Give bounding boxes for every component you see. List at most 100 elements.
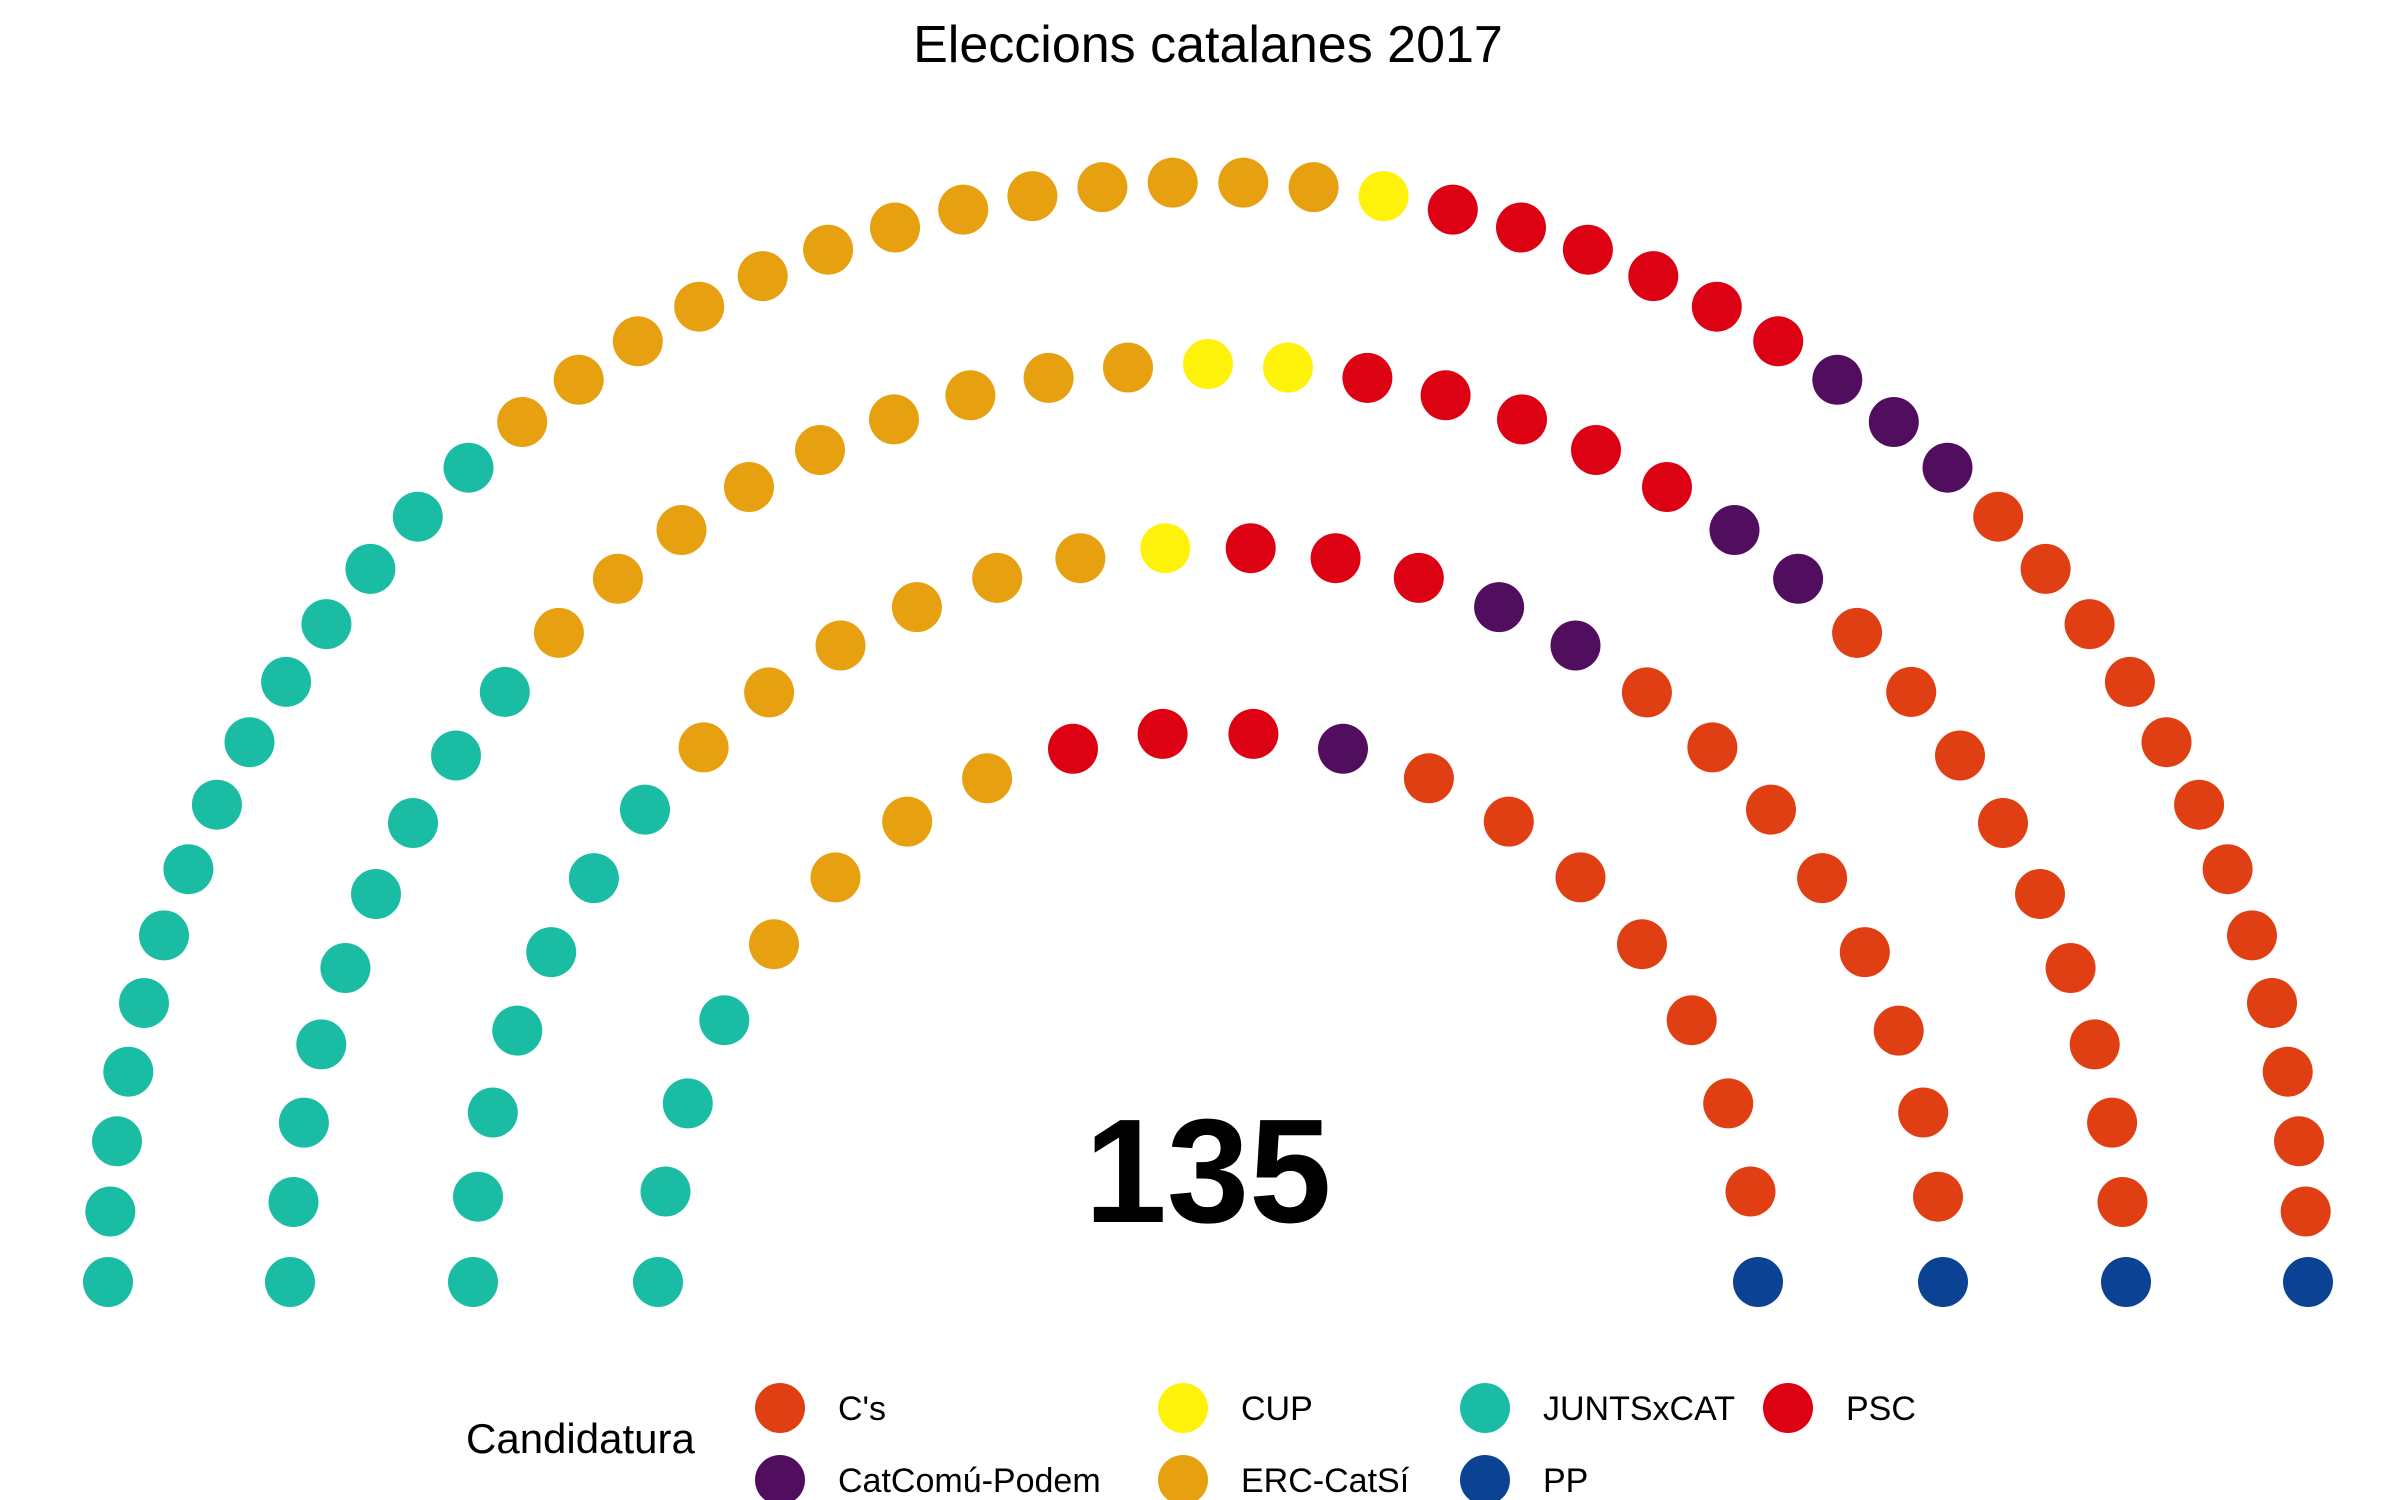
- seat-c-s: [2247, 978, 2297, 1028]
- seat-c-s: [2020, 543, 2071, 594]
- seat-erc-cats: [1007, 171, 1058, 222]
- seat-juntsxcat: [103, 1046, 154, 1097]
- seat-erc-cats: [870, 202, 920, 253]
- seat-erc-cats: [962, 753, 1013, 804]
- seat-c-s: [1832, 607, 1883, 658]
- seat-erc-cats: [972, 552, 1023, 603]
- seat-erc-cats: [795, 425, 845, 475]
- seat-juntsxcat: [620, 784, 670, 835]
- seat-juntsxcat: [139, 910, 189, 961]
- seat-c-s: [1886, 666, 1937, 717]
- seat-juntsxcat: [526, 927, 577, 978]
- seat-juntsxcat: [443, 442, 494, 493]
- legend-key-c-s: [755, 1383, 805, 1433]
- seat-erc-cats: [1023, 352, 1074, 403]
- seat-c-s: [1839, 927, 1890, 978]
- legend-key-pp: [1460, 1455, 1510, 1500]
- chart-title: Eleccions catalanes 2017: [913, 16, 1503, 74]
- legend-label-juntsxcat: JUNTSxCAT: [1543, 1390, 1735, 1428]
- seat-erc-cats: [656, 505, 707, 555]
- seat-pp: [2283, 1257, 2333, 1307]
- seat-psc: [1642, 462, 1692, 512]
- seat-c-s: [2015, 869, 2065, 919]
- seat-c-s: [2069, 1019, 2120, 1070]
- seat-catcom-podem: [1550, 620, 1601, 671]
- seat-juntsxcat: [662, 1078, 713, 1129]
- seat-juntsxcat: [191, 779, 242, 830]
- legend-item-psc: PSC: [1763, 1383, 1916, 1433]
- seat-psc: [1496, 202, 1546, 253]
- legend-item-juntsxcat: JUNTSxCAT: [1460, 1383, 1735, 1433]
- seat-cup: [1140, 523, 1191, 574]
- seat-c-s: [1555, 852, 1606, 903]
- seat-c-s: [1978, 798, 2028, 848]
- seat-juntsxcat: [261, 656, 312, 707]
- legend-title: Candidatura: [466, 1415, 695, 1462]
- seat-psc: [1342, 352, 1393, 403]
- seat-c-s: [1898, 1087, 1949, 1138]
- seat-c-s: [2202, 844, 2253, 895]
- seat-juntsxcat: [492, 1005, 543, 1056]
- seat-c-s: [2262, 1046, 2313, 1097]
- seat-pp: [2101, 1257, 2151, 1307]
- seat-juntsxcat: [345, 543, 396, 594]
- legend: Candidatura C's CatComú-Podem CUP ERC-CatSí…: [466, 1383, 1916, 1500]
- seat-psc: [1228, 708, 1279, 759]
- legend-label-c-s: C's: [838, 1390, 886, 1428]
- seat-juntsxcat: [453, 1171, 503, 1222]
- seat-c-s: [1403, 753, 1454, 804]
- seat-c-s: [2174, 779, 2225, 830]
- seats-group: [83, 157, 2333, 1307]
- seat-psc: [1691, 281, 1742, 332]
- seat-c-s: [2280, 1186, 2331, 1237]
- seat-psc: [1562, 224, 1613, 275]
- seat-c-s: [1621, 667, 1672, 718]
- seat-psc: [1310, 533, 1361, 584]
- seat-psc: [1420, 370, 1471, 421]
- seat-catcom-podem: [1812, 354, 1863, 405]
- legend-key-catcom-podem: [755, 1455, 805, 1500]
- seat-erc-cats: [803, 224, 854, 275]
- seat-c-s: [1935, 730, 1985, 781]
- legend-item-catcom-podem: CatComú-Podem: [755, 1455, 1101, 1500]
- seat-juntsxcat: [388, 798, 438, 848]
- seat-erc-cats: [678, 722, 729, 773]
- legend-item-erc-cats: ERC-CatSí: [1158, 1455, 1410, 1500]
- seat-psc: [1571, 425, 1621, 475]
- seat-juntsxcat: [320, 943, 371, 993]
- seat-psc: [1048, 723, 1098, 774]
- legend-item-pp: PP: [1460, 1455, 1588, 1500]
- seat-juntsxcat: [224, 717, 275, 768]
- legend-label-cup: CUP: [1241, 1390, 1313, 1428]
- seat-erc-cats: [891, 582, 942, 633]
- seat-psc: [1137, 708, 1188, 759]
- seat-erc-cats: [553, 354, 604, 405]
- seat-catcom-podem: [1318, 723, 1368, 774]
- seat-pp: [1918, 1257, 1968, 1307]
- seat-cup: [1263, 342, 1313, 393]
- seat-juntsxcat: [119, 978, 169, 1028]
- seat-juntsxcat: [351, 869, 401, 919]
- seat-catcom-podem: [1773, 553, 1824, 604]
- legend-label-psc: PSC: [1846, 1390, 1916, 1428]
- seat-c-s: [1483, 796, 1534, 847]
- seat-c-s: [1873, 1005, 1924, 1056]
- seat-c-s: [1617, 919, 1667, 970]
- seat-catcom-podem: [1474, 582, 1525, 633]
- seat-juntsxcat: [479, 666, 530, 717]
- seat-c-s: [1703, 1078, 1754, 1129]
- seat-juntsxcat: [92, 1116, 142, 1167]
- seat-erc-cats: [1103, 342, 1153, 393]
- seat-c-s: [1797, 853, 1848, 904]
- seat-erc-cats: [674, 281, 725, 332]
- seat-c-s: [2045, 943, 2096, 993]
- seat-erc-cats: [533, 607, 584, 658]
- seat-juntsxcat: [633, 1257, 683, 1307]
- seat-c-s: [1666, 995, 1717, 1046]
- seat-erc-cats: [1147, 157, 1198, 208]
- seat-erc-cats: [1055, 533, 1106, 584]
- seat-juntsxcat: [268, 1177, 319, 1227]
- legend-item-cup: CUP: [1158, 1383, 1313, 1433]
- legend-key-juntsxcat: [1460, 1383, 1510, 1433]
- seat-c-s: [2097, 1177, 2148, 1227]
